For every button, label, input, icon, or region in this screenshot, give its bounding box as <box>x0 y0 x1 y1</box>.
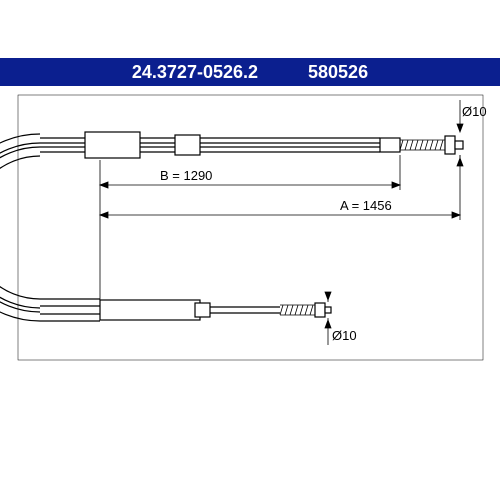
diameter-top-label: Ø10 <box>462 104 487 119</box>
diameter-bottom-label: Ø10 <box>332 328 357 343</box>
cable-diagram <box>0 0 500 500</box>
dim-a-label: A = 1456 <box>340 198 392 213</box>
dim-b-label: B = 1290 <box>160 168 212 183</box>
